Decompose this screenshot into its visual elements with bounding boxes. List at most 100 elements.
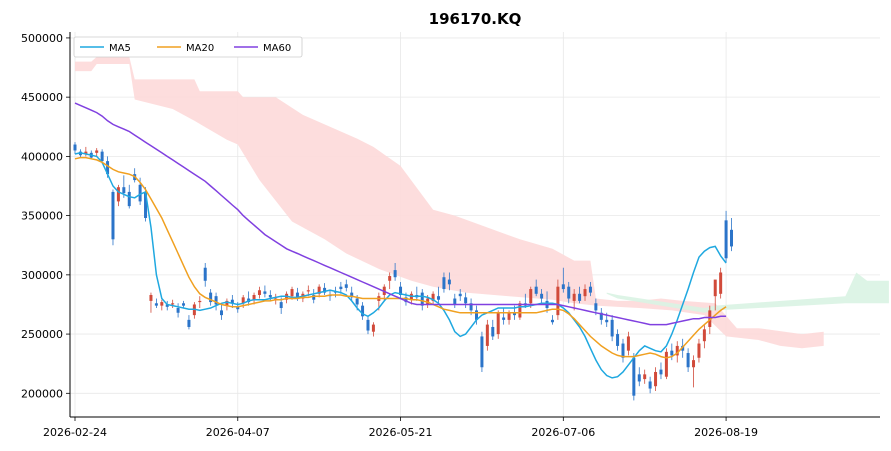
candle-body xyxy=(111,191,115,240)
candle-body xyxy=(355,298,359,305)
candle-body xyxy=(182,303,186,306)
candle-body xyxy=(556,286,560,316)
cloud-bearish xyxy=(75,56,824,349)
candle-body xyxy=(198,300,202,303)
candle-body xyxy=(366,319,370,331)
candle-body xyxy=(529,289,533,304)
candle-body xyxy=(209,292,213,303)
candle-body xyxy=(295,292,299,298)
candle-body xyxy=(154,303,158,306)
candle-body xyxy=(599,312,603,320)
x-tick-label: 2026-02-24 xyxy=(43,426,107,439)
candle-body xyxy=(350,292,354,298)
candle-body xyxy=(583,289,587,297)
candle-body xyxy=(610,319,614,337)
y-tick-label: 300000 xyxy=(21,269,63,282)
candle-body xyxy=(252,294,256,300)
candle-body xyxy=(458,293,462,297)
candle-body xyxy=(648,381,652,389)
candle-body xyxy=(621,343,625,358)
candle-body xyxy=(632,357,636,396)
y-tick-label: 350000 xyxy=(21,210,63,223)
candle-body xyxy=(447,279,451,285)
line-ma5 xyxy=(74,152,727,379)
moving-averages xyxy=(74,102,727,379)
candle-body xyxy=(230,299,234,304)
chart-title: 196170.KQ xyxy=(429,10,522,28)
candle-body xyxy=(730,229,734,247)
candle-body xyxy=(572,293,576,301)
candle-body xyxy=(578,293,582,301)
candle-body xyxy=(534,286,538,294)
candle-body xyxy=(708,310,712,327)
candle-body xyxy=(371,324,375,332)
candlesticks xyxy=(73,142,734,401)
candle-body xyxy=(187,319,191,327)
candle-body xyxy=(512,312,516,316)
candle-body xyxy=(279,302,283,309)
candle-body xyxy=(219,310,223,316)
candle-body xyxy=(594,303,598,311)
candle-body xyxy=(686,353,690,368)
candle-body xyxy=(312,294,316,300)
candle-body xyxy=(437,296,441,300)
legend-label-ma60: MA60 xyxy=(263,43,291,54)
candle-body xyxy=(290,289,294,297)
candle-body xyxy=(702,329,706,342)
candle-body xyxy=(480,336,484,368)
candle-body xyxy=(122,187,126,194)
candle-body xyxy=(257,290,261,295)
candle-body xyxy=(518,303,522,318)
candle-body xyxy=(420,292,424,306)
candle-body xyxy=(100,151,104,162)
candle-body xyxy=(73,144,77,151)
candle-body xyxy=(616,334,620,346)
candle-body xyxy=(626,336,630,351)
candle-body xyxy=(263,291,267,294)
candle-body xyxy=(399,286,403,295)
candle-body xyxy=(540,293,544,299)
candle-body xyxy=(106,161,110,175)
candle-body xyxy=(692,360,696,368)
candle-body xyxy=(149,294,153,301)
x-tick-label: 2026-04-07 xyxy=(206,426,270,439)
candle-body xyxy=(317,286,321,294)
legend: MA5 MA20 MA60 xyxy=(73,36,303,58)
candle-body xyxy=(643,374,647,380)
candle-body xyxy=(567,286,571,299)
x-tick-label: 2026-05-21 xyxy=(369,426,433,439)
candle-body xyxy=(160,302,164,306)
candle-body xyxy=(485,324,489,346)
candle-body xyxy=(697,343,701,358)
candle-body xyxy=(491,326,495,337)
candle-body xyxy=(306,290,310,292)
candle-body xyxy=(659,369,663,375)
candle-body xyxy=(496,312,500,335)
candle-body xyxy=(404,297,408,303)
candle-body xyxy=(95,150,99,153)
line-ma60 xyxy=(74,102,727,326)
candle-body xyxy=(241,297,245,304)
candle-body xyxy=(84,151,88,155)
candle-body xyxy=(654,371,658,387)
candle-body xyxy=(339,286,343,290)
candle-body xyxy=(116,187,120,202)
axes: 200000 250000 300000 350000 400000 450000 5000… xyxy=(21,32,880,439)
candle-body xyxy=(323,287,327,293)
y-tick-label: 450000 xyxy=(21,91,63,104)
candle-body xyxy=(475,310,478,320)
y-tick-label: 200000 xyxy=(21,387,63,400)
y-tick-label: 500000 xyxy=(21,32,63,45)
candle-body xyxy=(713,279,717,297)
candle-body xyxy=(637,374,641,382)
candle-body xyxy=(561,284,565,290)
candle-body xyxy=(719,272,723,294)
candle-body xyxy=(393,270,397,278)
candle-body xyxy=(165,304,169,307)
candle-body xyxy=(138,184,142,202)
candle-body xyxy=(127,191,131,207)
candle-body xyxy=(203,267,207,281)
candle-body xyxy=(214,296,218,305)
candle-body xyxy=(605,319,609,323)
